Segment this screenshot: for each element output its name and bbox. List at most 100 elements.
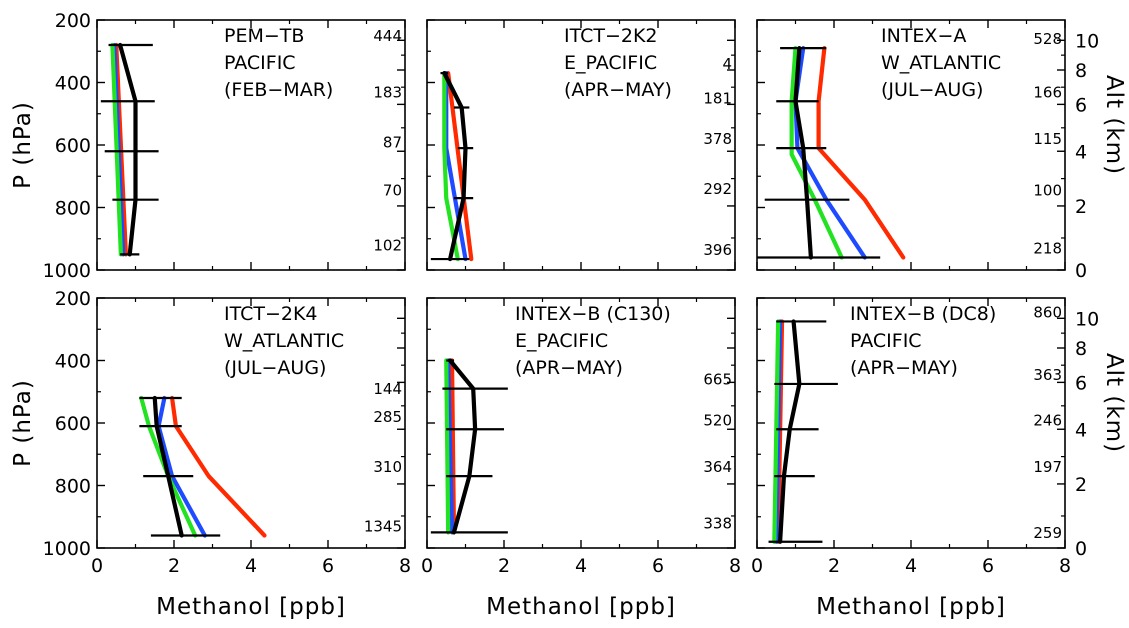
panel-title-line: E_PACIFIC (515, 330, 608, 352)
sample-count-label: 285 (373, 408, 402, 426)
y-tick-label: 200 (55, 10, 91, 32)
x-tick-label: 0 (91, 555, 103, 577)
panel-title-line: W_ATLANTIC (881, 52, 1001, 74)
alt-tick-label: 4 (1075, 419, 1087, 441)
panel-title-line: W_ATLANTIC (224, 330, 344, 352)
series-line-model4 (789, 46, 844, 260)
y-tick-label: 600 (55, 135, 91, 157)
alt-tick-label: 6 (1075, 372, 1087, 394)
sample-count-label: 338 (703, 514, 732, 532)
x-tick-label: 2 (498, 555, 510, 577)
sample-count-label: 166 (1033, 83, 1062, 101)
panel-title-line: E_PACIFIC (564, 52, 657, 74)
alt-tick-label: 8 (1075, 338, 1087, 360)
series-line-nas (446, 71, 474, 262)
panel-title-line: PACIFIC (224, 52, 296, 74)
sample-count-label: 364 (703, 458, 732, 476)
alt-tick-label: 2 (1075, 196, 1087, 218)
panel-2: ITCT−2K2 E_PACIFIC (APR−MAY) 4 181 378 292 396 (426, 19, 736, 271)
sample-count-label: 1345 (364, 518, 402, 536)
panel-1: 200 400 600 800 1000 PEM−TB PACIFIC (FEB−MAR) 44… (10, 10, 406, 282)
series-line-nas (169, 395, 267, 538)
y-tick-label: 400 (55, 73, 91, 95)
x-tick-label: 2 (828, 555, 840, 577)
x-tick-label: 4 (245, 555, 257, 577)
series-line-model4 (772, 319, 781, 544)
panel-title-line: INTEX−B (DC8) (850, 303, 996, 325)
panel-title-line: (APR−MAY) (515, 357, 623, 379)
alt-tick-label: 8 (1075, 60, 1087, 82)
panel-5: 0 2 4 6 8 INTEX−B (C130) E_PACIFIC (APR−MAY) 665… (421, 297, 741, 620)
panel-title-line: (APR−MAY) (850, 357, 958, 379)
panel-title-line: INTEX−B (C130) (515, 303, 671, 325)
x-tick-label: 4 (905, 555, 917, 577)
x-tick-label: 4 (575, 555, 587, 577)
sample-count-label: 363 (1033, 366, 1062, 384)
alt-tick-label: 10 (1075, 30, 1099, 52)
panel-title-line: PEM−TB (224, 25, 304, 47)
sample-count-label: 87 (383, 133, 402, 151)
alt-tick-label: 10 (1075, 308, 1099, 330)
panel-title-line: INTEX−A (881, 25, 966, 47)
sample-count-label: 70 (383, 182, 402, 200)
sample-count-label: 144 (373, 380, 402, 398)
x-tick-label: 2 (168, 555, 180, 577)
series-line-model4 (444, 358, 451, 535)
alt-tick-label: 6 (1075, 94, 1087, 116)
sample-count-label: 102 (373, 236, 402, 254)
alt-tick-label: 4 (1075, 141, 1087, 163)
panel-title-line: (JUL−AUG) (881, 79, 983, 101)
x-axis-title: Methanol [ppb] (486, 594, 676, 620)
x-tick-label: 8 (399, 555, 411, 577)
sample-count-label: 4 (722, 55, 732, 73)
sample-count-label: 100 (1033, 182, 1062, 200)
sample-count-label: 378 (703, 130, 732, 148)
alt-tick-label: 0 (1075, 538, 1087, 560)
y-tick-label: 400 (55, 351, 91, 373)
panel-title-line: ITCT−2K2 (564, 25, 658, 47)
series-line-ats (793, 46, 867, 260)
x-tick-label: 0 (751, 555, 763, 577)
series-line-model4 (110, 42, 123, 257)
alt-axis-title: Alt (km) (1101, 353, 1127, 453)
x-tick-label: 8 (729, 555, 741, 577)
sample-count-label: 292 (703, 180, 732, 198)
panel-3: 0 2 4 6 8 10 INTEX−A W_ATLANTIC (JUL−AUG) 528 166 1… (756, 19, 1127, 282)
sample-count-label: 396 (703, 241, 732, 259)
panel-4: 0 2 4 6 8 200 400 600 800 1000 ITCT−2K4 W_ATLANTIC (… (10, 288, 411, 620)
x-axis-title: Methanol [ppb] (156, 594, 346, 620)
sample-count-label: 444 (373, 27, 402, 45)
x-tick-label: 6 (982, 555, 994, 577)
sample-count-label: 181 (703, 90, 732, 108)
alt-tick-label: 2 (1075, 474, 1087, 496)
sample-count-label: 528 (1033, 30, 1062, 48)
panel-title-line: (JUL−AUG) (224, 357, 326, 379)
sample-count-label: 860 (1033, 303, 1062, 321)
sample-count-label: 183 (373, 83, 402, 101)
obs-mean-line (777, 319, 802, 544)
obs-mean-line (442, 71, 468, 262)
sample-count-label: 246 (1033, 411, 1062, 429)
series-line-model4 (139, 395, 198, 538)
panel-title-line: (APR−MAY) (564, 79, 672, 101)
x-tick-label: 8 (1059, 555, 1071, 577)
sample-count-label: 520 (703, 411, 732, 429)
obs-mean-line (152, 395, 184, 538)
y-tick-label: 1000 (43, 538, 91, 560)
x-axis-title: Methanol [ppb] (816, 594, 1006, 620)
y-tick-label: 800 (55, 476, 91, 498)
obs-mean-line (117, 42, 138, 257)
sample-count-label: 218 (1033, 240, 1062, 258)
alt-axis-title: Alt (km) (1101, 75, 1127, 175)
panel-title-line: (FEB−MAR) (224, 79, 333, 101)
sample-count-label: 665 (703, 371, 732, 389)
x-tick-label: 6 (652, 555, 664, 577)
y-axis-title: P (hPa) (10, 101, 36, 189)
y-tick-label: 1000 (43, 260, 91, 282)
x-tick-label: 0 (421, 555, 433, 577)
y-tick-label: 800 (55, 198, 91, 220)
y-axis-title: P (hPa) (10, 379, 36, 467)
sample-count-label: 115 (1033, 130, 1062, 148)
